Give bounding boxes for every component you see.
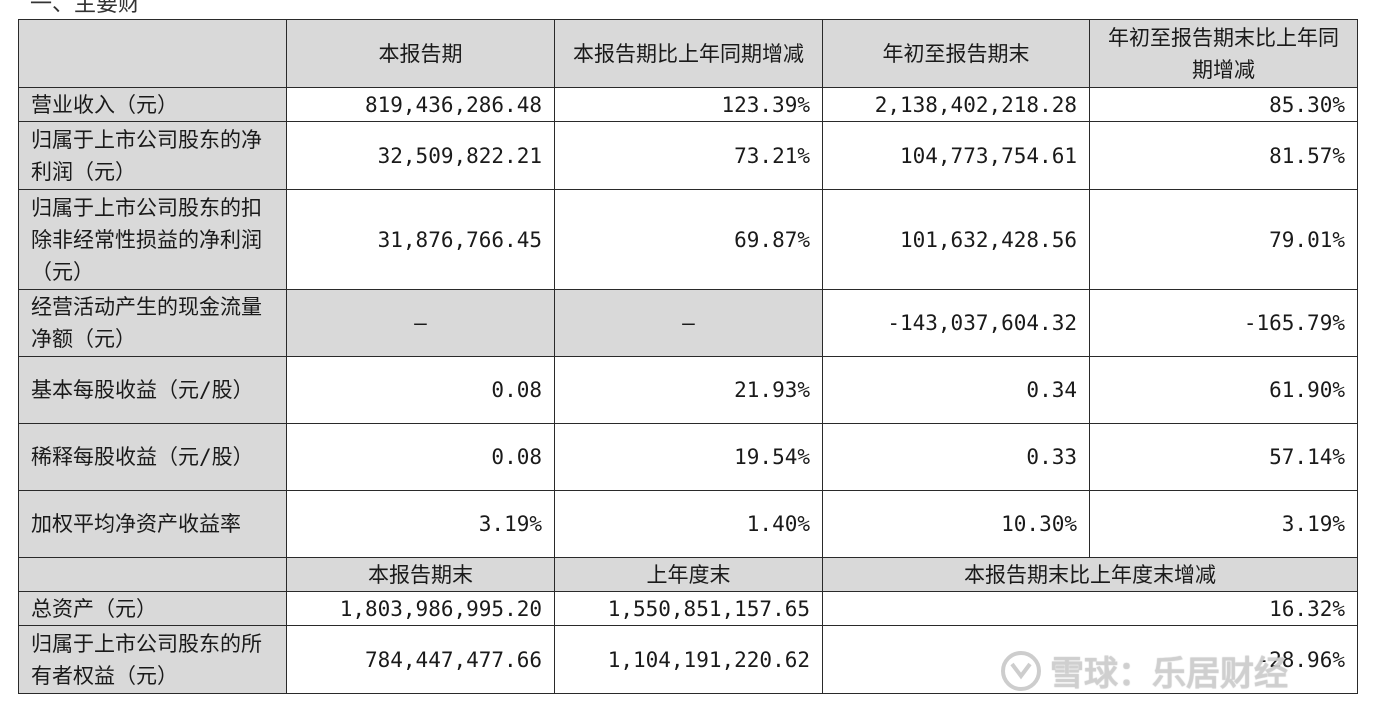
value-cell: 0.08 [286,356,555,424]
header-cell: 本报告期末 [286,557,555,592]
header-cell: 年初至报告期末 [822,19,1090,88]
table-row: 归属于上市公司股东的扣除非经常性损益的净利润（元） 31,876,766.45 … [18,189,1358,290]
value-cell: 101,632,428.56 [822,189,1090,290]
value-cell: -165.79% [1089,289,1358,357]
value-cell: 85.30% [1089,87,1358,122]
value-cell: 0.08 [286,423,555,491]
table-row: 归属于上市公司股东的净利润（元） 32,509,822.21 73.21% 10… [18,121,1358,190]
header-cell: 上年度末 [554,557,823,592]
value-cell: 1,803,986,995.20 [286,591,555,626]
financial-data-table: 本报告期 本报告期比上年同期增减 年初至报告期末 年初至报告期末比上年同期增减 … [18,19,1358,694]
header-cell: 本报告期 [286,19,555,88]
page-fragment-text: 一、主要财 [30,0,141,17]
value-cell: 3.19% [1089,490,1358,558]
value-cell: 10.30% [822,490,1090,558]
value-cell: 0.33 [822,423,1090,491]
value-cell: 1,550,851,157.65 [554,591,823,626]
table-row: 加权平均净资产收益率 3.19% 1.40% 10.30% 3.19% [18,490,1358,558]
value-cell: 1.40% [554,490,823,558]
value-cell: 0.34 [822,356,1090,424]
value-cell-na: — [554,289,823,357]
value-cell: 3.19% [286,490,555,558]
value-cell-na: — [286,289,555,357]
row-label: 归属于上市公司股东的净利润（元） [18,121,287,190]
value-cell: -28.96% [822,625,1358,694]
header-blank-cell [18,557,287,592]
table-row: 稀释每股收益（元/股） 0.08 19.54% 0.33 57.14% [18,423,1358,491]
row-label: 稀释每股收益（元/股） [18,423,287,491]
value-cell: 81.57% [1089,121,1358,190]
row-label: 归属于上市公司股东的所有者权益（元） [18,625,287,694]
value-cell: 1,104,191,220.62 [554,625,823,694]
value-cell: 819,436,286.48 [286,87,555,122]
value-cell: 104,773,754.61 [822,121,1090,190]
header-cell: 本报告期比上年同期增减 [554,19,823,88]
row-label: 基本每股收益（元/股） [18,356,287,424]
value-cell: 73.21% [554,121,823,190]
row-label: 总资产（元） [18,591,287,626]
value-cell: 2,138,402,218.28 [822,87,1090,122]
value-cell: 57.14% [1089,423,1358,491]
value-cell: 123.39% [554,87,823,122]
value-cell: 79.01% [1089,189,1358,290]
header-cell: 年初至报告期末比上年同期增减 [1089,19,1358,88]
value-cell: 784,447,477.66 [286,625,555,694]
value-cell: 19.54% [554,423,823,491]
value-cell: 16.32% [822,591,1358,626]
value-cell: 61.90% [1089,356,1358,424]
table-row: 归属于上市公司股东的所有者权益（元） 784,447,477.66 1,104,… [18,625,1358,694]
table-row: 经营活动产生的现金流量净额（元） — — -143,037,604.32 -16… [18,289,1358,357]
row-label: 经营活动产生的现金流量净额（元） [18,289,287,357]
row-label: 归属于上市公司股东的扣除非经常性损益的净利润（元） [18,189,287,290]
table-row: 基本每股收益（元/股） 0.08 21.93% 0.34 61.90% [18,356,1358,424]
value-cell: -143,037,604.32 [822,289,1090,357]
table-row: 营业收入（元） 819,436,286.48 123.39% 2,138,402… [18,87,1358,122]
row-label: 加权平均净资产收益率 [18,490,287,558]
value-cell: 69.87% [554,189,823,290]
value-cell: 21.93% [554,356,823,424]
table-row: 总资产（元） 1,803,986,995.20 1,550,851,157.65… [18,591,1358,626]
header-blank-cell [18,19,287,88]
value-cell: 32,509,822.21 [286,121,555,190]
table-header-row: 本报告期 本报告期比上年同期增减 年初至报告期末 年初至报告期末比上年同期增减 [18,19,1358,88]
table-subheader-row: 本报告期末 上年度末 本报告期末比上年度末增减 [18,557,1358,592]
header-cell: 本报告期末比上年度末增减 [822,557,1358,592]
value-cell: 31,876,766.45 [286,189,555,290]
row-label: 营业收入（元） [18,87,287,122]
